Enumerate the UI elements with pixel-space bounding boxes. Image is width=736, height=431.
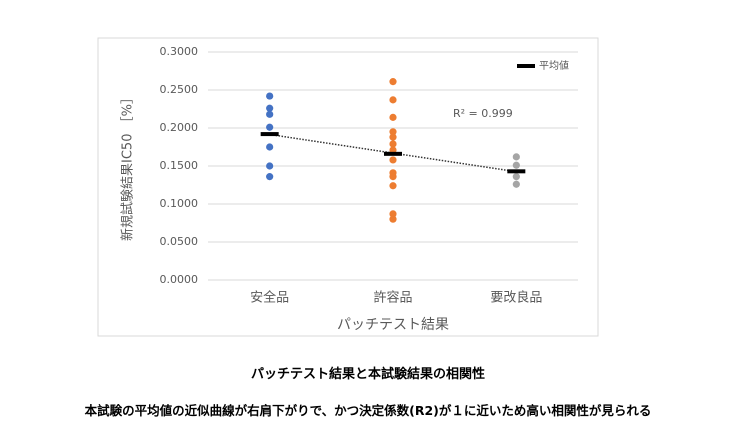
point bbox=[266, 173, 274, 181]
point bbox=[266, 123, 274, 131]
point bbox=[512, 161, 520, 169]
chart: 新規試験結果IC50 ［%］ パッチテスト結果 R² = 0.999 0.000… bbox=[97, 37, 599, 337]
point bbox=[389, 128, 397, 136]
point bbox=[512, 153, 520, 161]
y-tick-label: 0.2500 bbox=[160, 83, 199, 96]
caption-subtitle: 本試験の平均値の近似曲線が右肩下がりで、かつ決定係数(R2)が１に近いため高い相… bbox=[84, 403, 652, 418]
point bbox=[389, 182, 397, 190]
point bbox=[389, 146, 397, 154]
point bbox=[512, 173, 520, 181]
point bbox=[266, 92, 274, 100]
point bbox=[389, 140, 397, 148]
mean-marker bbox=[260, 132, 279, 137]
y-tick-label: 0.3000 bbox=[160, 45, 199, 58]
legend-label: 平均値 bbox=[539, 59, 569, 72]
x-tick-label: 要改良品 bbox=[490, 290, 542, 306]
point bbox=[389, 113, 397, 121]
trendline bbox=[269, 133, 517, 173]
y-tick-label: 0.2000 bbox=[160, 121, 199, 134]
x-axis-label: パッチテスト結果 bbox=[337, 317, 449, 333]
point bbox=[389, 78, 397, 86]
x-tick-label: 安全品 bbox=[250, 290, 289, 306]
point bbox=[389, 156, 397, 164]
x-tick-label: 許容品 bbox=[373, 290, 412, 306]
point bbox=[266, 143, 274, 151]
y-tick-label: 0.1500 bbox=[160, 159, 199, 172]
point bbox=[389, 210, 397, 218]
point bbox=[389, 133, 397, 141]
y-axis-label: 新規試験結果IC50 ［%］ bbox=[120, 91, 136, 241]
mean-marker bbox=[384, 151, 402, 156]
point bbox=[389, 215, 397, 223]
point bbox=[512, 180, 520, 188]
point bbox=[266, 104, 274, 112]
y-tick-label: 0.0500 bbox=[160, 235, 199, 248]
annotation: R² = 0.999 bbox=[453, 107, 513, 120]
point bbox=[389, 96, 397, 104]
y-tick-label: 0.1000 bbox=[160, 197, 199, 210]
mean-marker bbox=[507, 169, 526, 174]
legend-swatch bbox=[517, 64, 535, 68]
point bbox=[266, 110, 274, 118]
y-tick-label: 0.0000 bbox=[160, 273, 199, 286]
caption-title: パッチテスト結果と本試験結果の相関性 bbox=[250, 367, 485, 382]
point bbox=[266, 162, 274, 170]
point bbox=[389, 173, 397, 181]
